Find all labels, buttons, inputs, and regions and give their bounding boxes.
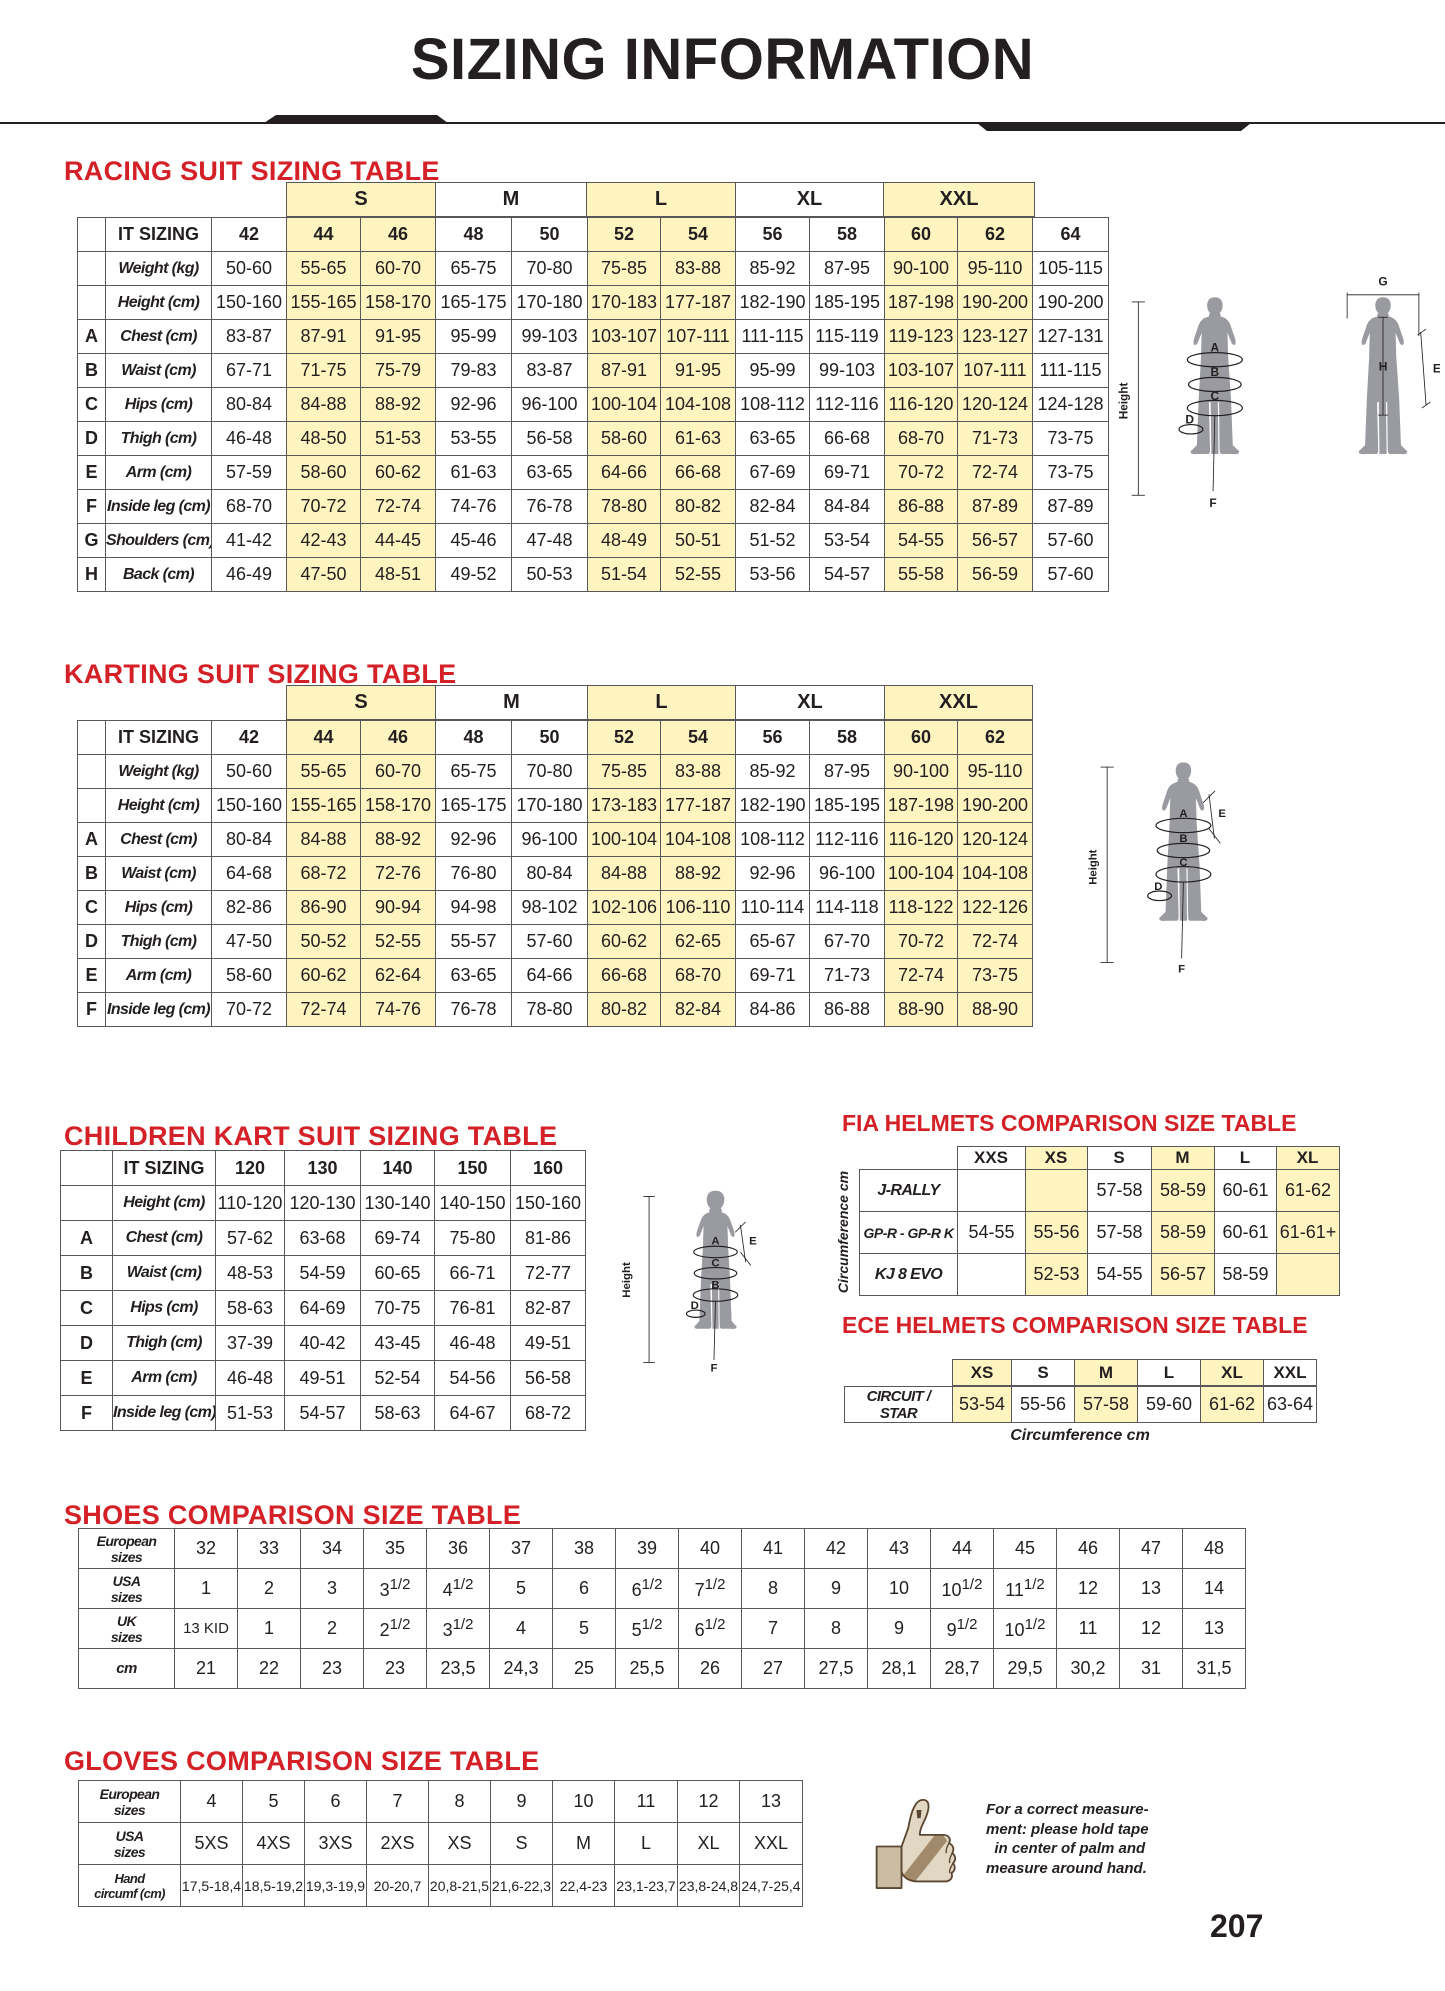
svg-text:H: H: [1379, 359, 1388, 373]
svg-text:E: E: [1218, 808, 1226, 820]
svg-text:F: F: [1209, 496, 1216, 510]
svg-text:Height: Height: [1087, 849, 1099, 884]
svg-text:B: B: [711, 1279, 719, 1291]
svg-text:G: G: [1378, 274, 1387, 288]
svg-text:Circumference cm: Circumference cm: [838, 1171, 851, 1293]
svg-text:E: E: [749, 1236, 757, 1248]
svg-text:Height: Height: [1116, 383, 1130, 420]
svg-text:F: F: [1178, 964, 1185, 976]
svg-text:E: E: [1433, 362, 1440, 376]
svg-text:F: F: [710, 1362, 717, 1374]
svg-text:Height: Height: [621, 1262, 633, 1298]
